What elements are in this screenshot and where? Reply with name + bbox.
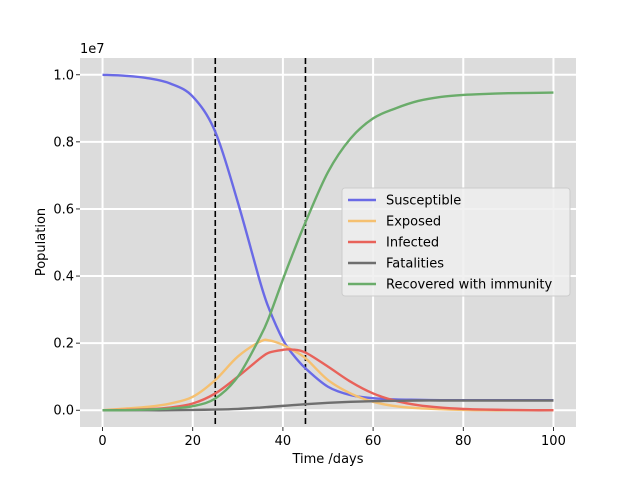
legend-label-recovered-with-immunity: Recovered with immunity [386,278,553,293]
y-axis-label: Population [34,208,49,276]
x-tick-label: 60 [365,434,382,449]
legend-label-exposed: Exposed [386,215,441,230]
x-tick-label: 40 [275,434,292,449]
series-line-infected [102,348,554,412]
offset-text: 1e7 [80,42,105,57]
series-line-fatalities [102,399,554,412]
legend-label-infected: Infected [386,236,439,251]
y-tick-label: 0.8 [53,135,74,150]
y-tick-label: 1.0 [53,68,74,83]
x-tick-label: 80 [455,434,472,449]
y-tick-label: 0.0 [53,404,74,419]
legend-label-susceptible: Susceptible [386,194,461,209]
vertical-markers [214,58,307,427]
y-tick-label: 0.4 [53,270,74,285]
y-tick-label: 0.2 [53,337,74,352]
x-tick-label: 20 [184,434,201,449]
series-lines [102,73,554,412]
y-tick-label: 0.6 [53,202,74,217]
legend: Susceptible Exposed Infected Fatalities Reco… [341,187,571,297]
legend-box [341,187,571,297]
legend-label-fatalities: Fatalities [386,257,444,272]
x-tick-label: 100 [541,434,566,449]
tick-labels: 0 20 40 60 80 100 0.0 0.2 0.4 0.6 0.8 1.0 [53,68,566,449]
series-line-recovered-with-immunity [102,91,554,412]
x-axis-label: Time /days [291,452,363,467]
x-tick-label: 0 [98,434,106,449]
